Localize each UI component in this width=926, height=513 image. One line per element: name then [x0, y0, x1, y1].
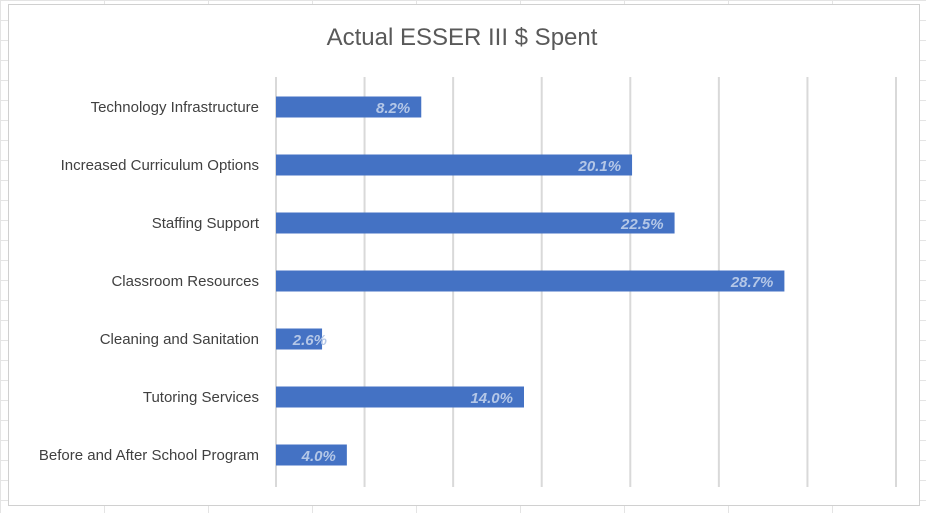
- bar[interactable]: [276, 212, 675, 234]
- data-label: 20.1%: [578, 158, 622, 175]
- category-label: Technology Infrastructure: [91, 99, 259, 116]
- data-label: 28.7%: [730, 274, 774, 291]
- category-label: Tutoring Services: [143, 389, 259, 406]
- bar[interactable]: [276, 386, 524, 408]
- chart-title: Actual ESSER III $ Spent: [327, 24, 598, 51]
- category-label: Classroom Resources: [111, 273, 259, 290]
- bar[interactable]: [276, 270, 785, 292]
- data-label: 2.6%: [292, 332, 327, 349]
- data-label: 8.2%: [376, 100, 410, 117]
- bar[interactable]: [276, 96, 422, 118]
- data-label: 14.0%: [470, 390, 513, 407]
- data-label: 4.0%: [301, 448, 336, 465]
- chart-area[interactable]: [8, 4, 920, 506]
- bar[interactable]: [276, 444, 347, 466]
- bar[interactable]: [276, 328, 323, 350]
- category-label: Before and After School Program: [39, 447, 259, 464]
- category-label: Cleaning and Sanitation: [100, 331, 259, 348]
- data-label: 22.5%: [620, 216, 664, 233]
- category-label: Increased Curriculum Options: [61, 157, 259, 174]
- bar[interactable]: [276, 154, 633, 176]
- category-label: Staffing Support: [152, 215, 260, 232]
